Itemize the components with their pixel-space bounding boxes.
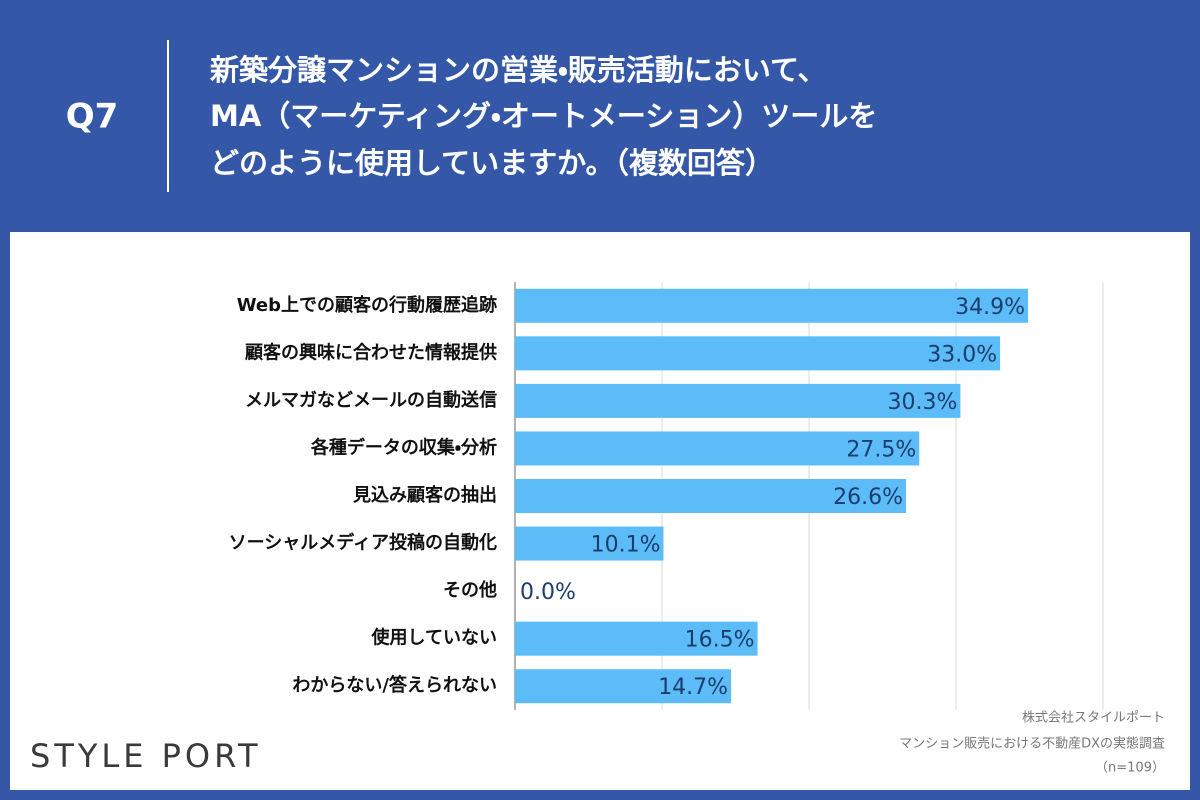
category-label: わからない/答えられない [292,674,497,696]
value-label: 27.5% [846,437,916,462]
value-label: 14.7% [658,675,728,700]
bar [515,336,1001,371]
bar [515,288,1029,323]
logo: STYLE PORT [30,737,262,775]
question-label: Q7 [66,97,119,137]
value-label: 30.3% [888,390,958,415]
value-label: 16.5% [685,628,755,653]
value-label: 0.0% [520,580,576,605]
category-label: 各種データの収集・分析 [310,436,497,458]
source: マンション販売における不動産DXの実態調査 [899,736,1165,752]
bar [515,526,664,561]
title-line: 新築分譲マンションの営業・販売活動において、 [209,53,827,87]
category-label: ソーシャルメディア投稿の自動化 [229,532,497,554]
category-label: 見込み顧客の抽出 [352,484,497,506]
value-label: 34.9% [955,295,1025,320]
category-label: 顧客の興味に合わせた情報提供 [245,341,497,363]
category-label: その他 [443,579,497,601]
value-label: 33.0% [927,342,997,367]
title-line: MA（マーケティング・オートメーション）ツールを [210,99,877,133]
bar [515,669,732,704]
bar [515,479,907,513]
title-line: どのように使用していますか。（複数回答） [210,146,774,180]
category-label: メルマガなどメールの自動送信 [245,389,497,411]
value-label: 10.1% [591,533,661,558]
value-label: 26.6% [833,485,903,510]
source: （n=109） [1095,761,1165,776]
bar [515,383,961,418]
category-label: Web上での顧客の行動履歴追跡 [237,294,497,316]
category-label: 使用していない [371,628,497,649]
bar [515,621,758,656]
source: 株式会社スタイルポート [1022,711,1165,726]
bar [515,431,920,466]
